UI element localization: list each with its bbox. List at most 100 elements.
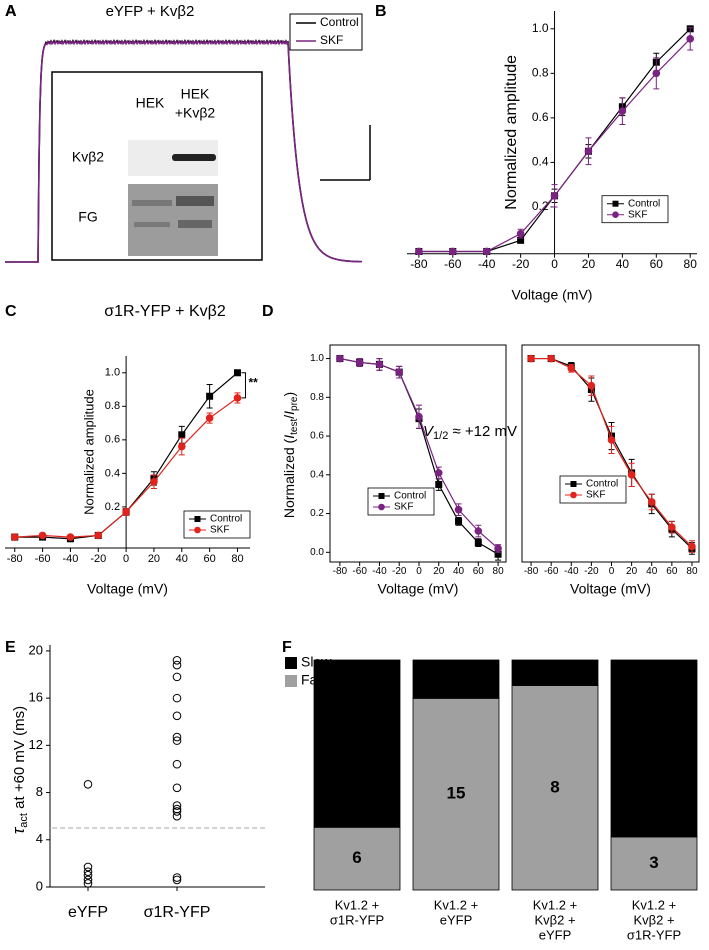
panel-label: D [262,303,274,320]
x-tick-label: -80 [7,553,23,565]
x-tick-label: 80 [493,566,505,577]
x-tick-label: 0 [609,566,615,577]
legend-box [367,487,435,516]
bar-segment [511,685,599,891]
bar-segment [610,659,698,838]
marker [516,229,525,238]
x-tick-label: -40 [478,257,496,271]
row-label: FG [78,209,97,225]
marker [94,531,103,540]
label-part: ) [281,392,297,397]
legend-marker [612,200,619,207]
legend-label: SKF [320,33,343,47]
point [172,660,182,670]
marker [584,147,593,156]
marker [652,69,661,78]
x-tick-label: -80 [410,257,428,271]
x-tick-label: Kv1.2 + [632,897,676,912]
bar-segment [412,697,500,891]
marker [206,392,214,400]
legend-marker [378,503,385,511]
y-tick-label: 0.8 [105,400,120,412]
point [83,779,93,789]
x-tick-label: 20 [626,566,638,577]
panel-label: A [5,3,17,20]
y-tick-label: 0.6 [105,434,120,446]
label-part: τ [9,826,28,834]
panel-label: F [282,639,292,656]
point [172,736,182,745]
x-tick-label: -40 [372,566,387,577]
x-tick-label: σ1R-YFP [330,912,384,927]
point [172,801,182,810]
bar-segment [412,659,500,699]
legend-swatch [285,675,297,687]
series-line [339,357,499,555]
marker [517,236,525,244]
x-tick-label: 20 [582,257,596,271]
y-tick-label: 4 [36,831,43,846]
marker [474,539,482,547]
x-tick-label: -20 [392,566,407,577]
legend-marker [570,481,577,487]
legend-label: Control [586,479,618,490]
point [172,693,182,703]
x-axis-label: Voltage (mV) [87,581,168,597]
legend-swatch [285,657,297,669]
legend-label: Control [210,514,242,525]
x-tick-label: 40 [646,566,658,577]
y-tick-label: 1.0 [105,367,120,379]
legend-marker [194,526,201,534]
y-tick-label: 0.2 [310,508,324,519]
x-tick-label: Kv1.2 + [434,897,478,912]
value-label: 10 [645,738,664,757]
x-tick-label: 60 [204,553,216,565]
lane-label: +Kvβ2 [175,105,216,121]
label-part: Normalized ( [281,438,297,518]
marker [607,436,616,444]
x-tick-label: -20 [584,566,599,577]
marker [587,381,596,390]
x-tick-label: 60 [650,257,664,271]
y-tick-label: 0.0 [310,547,324,558]
point [172,875,182,885]
legend-marker [570,491,577,499]
legend-label: SKF [628,209,647,220]
x-tick-label: -80 [333,566,348,577]
lane-label: HEK [136,95,165,111]
value-label: 3 [649,853,658,872]
marker [686,35,695,43]
marker [10,533,19,541]
plot-frame [521,344,700,563]
y-tick-label: 0 [36,878,43,893]
marker [474,527,483,535]
value-label: 8 [550,777,559,796]
x-tick-label: 60 [666,566,678,577]
y-tick-label: 8 [36,784,43,799]
y-tick-label: 0.4 [105,467,120,479]
label-part: act [18,813,30,828]
x-tick-label: 80 [231,553,243,565]
legend-label: SKF [586,490,605,501]
x-tick-label: 80 [686,566,698,577]
marker [547,354,555,363]
annotation: ** [248,376,258,390]
panel-label: B [375,3,387,20]
point [172,711,182,721]
x-tick-label: 60 [473,566,485,577]
chart-title: eYFP + Kvβ2 [106,3,195,20]
legend-box [601,195,669,224]
y-tick-label: 1.0 [532,21,549,35]
legend-box [289,13,363,51]
legend-marker [612,211,619,218]
x-tick-label: -60 [352,566,367,577]
bar-segment [313,826,401,891]
value-label: 16 [348,733,367,752]
point [172,732,182,742]
marker [550,192,559,200]
x-tick-label: eYFP [68,904,108,921]
x-tick-label: -60 [544,566,559,577]
label-part: / [281,415,297,419]
y-tick-label: 12 [29,737,43,752]
